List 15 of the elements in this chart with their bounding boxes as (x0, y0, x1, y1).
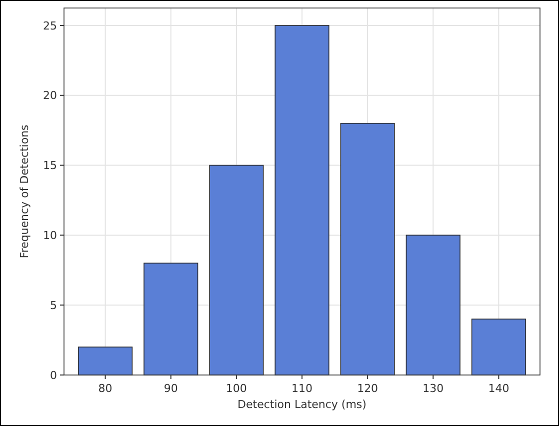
x-tick-label: 90 (164, 382, 178, 395)
x-tick-label: 80 (98, 382, 112, 395)
y-tick-label: 20 (43, 89, 57, 102)
x-tick-label: 100 (226, 382, 247, 395)
y-tick-label: 0 (50, 368, 57, 382)
x-tick-label: 130 (422, 382, 444, 395)
x-tick-label: 110 (292, 382, 312, 395)
x-tick-label: 120 (357, 382, 378, 395)
x-axis-title: Detection Latency (ms) (238, 398, 366, 411)
y-tick-label: 10 (43, 229, 57, 242)
y-tick-label: 25 (43, 19, 57, 32)
y-tick-label: 15 (43, 159, 57, 172)
y-axis-title: Frequency of Detections (18, 124, 31, 258)
x-tick-label: 140 (488, 382, 510, 395)
y-tick-label: 5 (50, 298, 57, 312)
